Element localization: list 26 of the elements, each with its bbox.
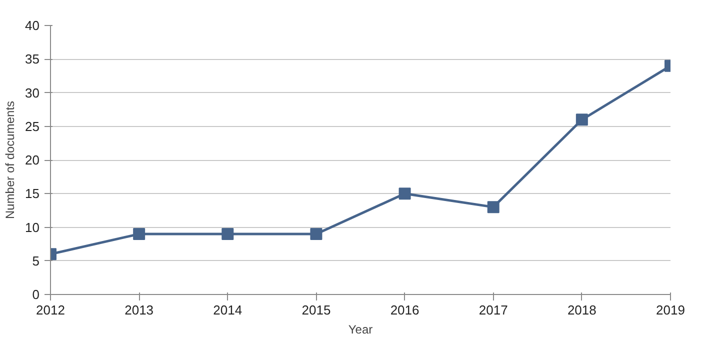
y-tick-label: 10 (25, 220, 40, 235)
y-tick-label: 25 (25, 118, 40, 134)
point (576, 114, 588, 126)
y-tick-label: 0 (32, 287, 40, 302)
x-tick-label: 2018 (567, 302, 596, 318)
x-tick-label: 2019 (656, 302, 685, 318)
x-tick-label: 2015 (302, 302, 331, 318)
x-tick-label: 2017 (478, 302, 508, 318)
y-tick-label: 40 (25, 18, 40, 33)
y-tick-label: 30 (25, 85, 40, 100)
point (398, 188, 411, 200)
point (222, 228, 234, 240)
point (133, 228, 146, 240)
y-axis-title: Number of documents (3, 100, 18, 220)
x-axis-title: Year (348, 322, 373, 336)
x-tick-label: 2016 (390, 302, 420, 318)
line-series (50, 60, 670, 260)
y-tick-label: 5 (32, 253, 40, 268)
x-tick-label: 2014 (213, 302, 242, 318)
y-tick-label: 15 (25, 186, 40, 202)
x-tick-label: 2013 (124, 302, 154, 318)
point (487, 201, 500, 214)
point (310, 228, 322, 240)
x-tick-label: 2012 (36, 302, 65, 318)
y-tick-label: 20 (25, 152, 40, 168)
y-tick-label: 35 (25, 52, 40, 67)
